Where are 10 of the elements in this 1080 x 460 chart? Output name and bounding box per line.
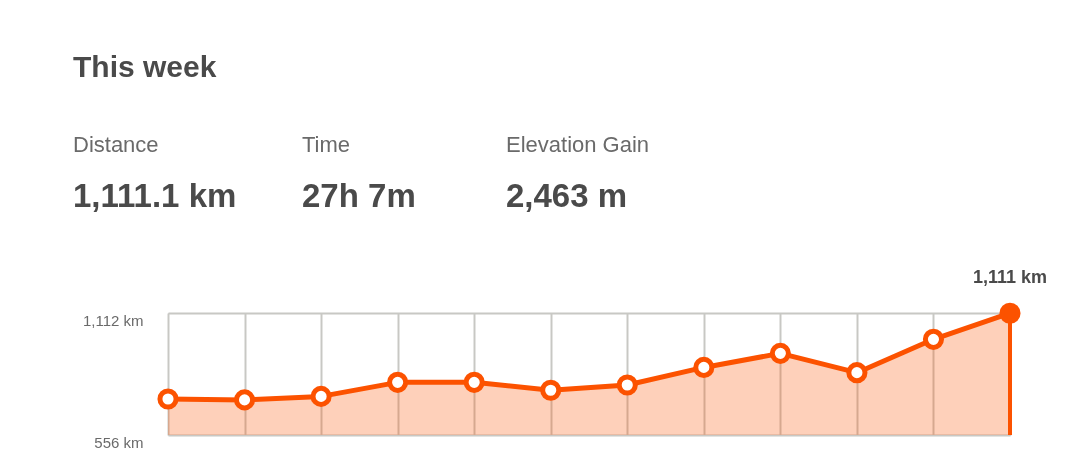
- y-tick-label: 556 km: [94, 433, 144, 451]
- data-label: 1,111 km: [972, 267, 1048, 288]
- text: 2,463 m: [506, 177, 628, 214]
- text: Distance: [73, 132, 159, 157]
- chart-title: This week: [73, 50, 217, 83]
- text: 27h 7m: [302, 177, 416, 214]
- text: 1,111.1 km: [73, 177, 237, 214]
- text: Time: [302, 132, 351, 157]
- text: Elevation Gain: [506, 132, 650, 157]
- y-tick-label: 1,112 km: [82, 311, 144, 329]
